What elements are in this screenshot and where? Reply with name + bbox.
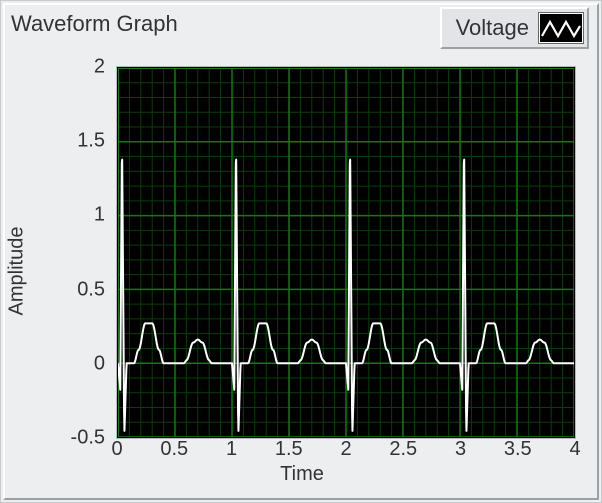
x-tick: 3 — [455, 438, 466, 461]
y-tick: 0.5 — [47, 278, 105, 301]
y-tick: 1 — [47, 204, 105, 227]
legend-swatch[interactable] — [539, 13, 583, 43]
plot-svg — [118, 68, 574, 437]
y-tick: -0.5 — [47, 427, 105, 450]
x-tick: 1 — [226, 438, 237, 461]
x-tick: 4 — [569, 438, 580, 461]
plot-area[interactable] — [117, 67, 575, 438]
x-tick: 1.5 — [275, 438, 303, 461]
x-tick: 0.5 — [160, 438, 188, 461]
x-axis-ticks: 00.511.522.533.54 — [117, 438, 575, 464]
legend-line-icon — [542, 22, 580, 36]
y-tick: 1.5 — [47, 130, 105, 153]
y-axis-label: Amplitude — [6, 226, 29, 315]
y-tick: 0 — [47, 352, 105, 375]
y-axis-ticks: -0.500.511.52 — [51, 67, 111, 438]
x-tick: 3.5 — [504, 438, 532, 461]
y-tick: 2 — [47, 56, 105, 79]
graph-title: Waveform Graph — [11, 11, 178, 37]
x-tick: 0 — [111, 438, 122, 461]
legend-label: Voltage — [456, 15, 529, 41]
x-tick: 2 — [340, 438, 351, 461]
x-tick: 2.5 — [389, 438, 417, 461]
x-axis-label: Time — [280, 463, 324, 486]
legend[interactable]: Voltage — [440, 7, 589, 49]
graph-panel: Waveform Graph Voltage Amplitude -0.500.… — [0, 0, 602, 503]
plot-wrap: Amplitude -0.500.511.52 00.511.522.533.5… — [21, 57, 583, 484]
